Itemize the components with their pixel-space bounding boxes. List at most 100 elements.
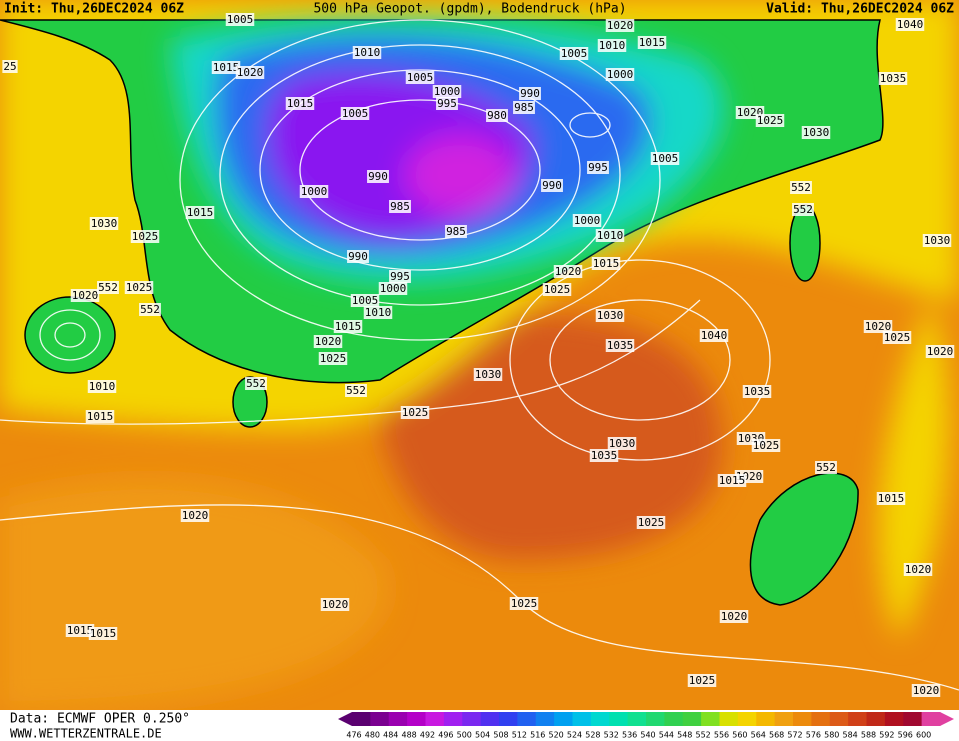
isobar-label: 1020 bbox=[865, 320, 892, 333]
scale-cell bbox=[701, 712, 720, 726]
isobar-label: 985 bbox=[390, 200, 410, 213]
label-background bbox=[350, 294, 380, 307]
isobar-label: 1010 bbox=[89, 380, 116, 393]
scale-cell bbox=[407, 712, 426, 726]
label-background bbox=[699, 329, 729, 342]
scale-cell bbox=[388, 712, 408, 726]
isobar-label: 1015 bbox=[87, 410, 114, 423]
isobar-label: 1015 bbox=[90, 627, 117, 640]
isobar-label: 552 bbox=[246, 377, 266, 390]
label-background bbox=[922, 234, 952, 247]
color-scale: 476 480 484 488 492 496 500 504 508 512 516 520 524 5… bbox=[338, 712, 954, 740]
scale-label: 596 bbox=[898, 731, 913, 740]
label-background bbox=[445, 225, 467, 238]
label-background bbox=[863, 320, 893, 333]
label-background bbox=[139, 303, 161, 316]
isobar-label: 1025 bbox=[402, 406, 429, 419]
scale-cell bbox=[572, 712, 592, 726]
label-background bbox=[903, 563, 933, 576]
isobar-label: 1040 bbox=[897, 18, 924, 31]
scale-cell bbox=[737, 712, 757, 726]
label-background bbox=[636, 516, 666, 529]
scale-label: 484 bbox=[383, 731, 398, 740]
isobar-label: 1025 bbox=[689, 674, 716, 687]
isobar-label: 1025 bbox=[132, 230, 159, 243]
isobar-label: 1020 bbox=[322, 598, 349, 611]
scale-cell bbox=[352, 712, 371, 726]
scale-cell bbox=[480, 712, 500, 726]
isobar-label: 1035 bbox=[744, 385, 771, 398]
label-background bbox=[389, 270, 411, 283]
label-background bbox=[589, 449, 619, 462]
isobar-label: 552 bbox=[816, 461, 836, 474]
label-background bbox=[285, 97, 315, 110]
isobar-label: 1025 bbox=[126, 281, 153, 294]
scale-label: 492 bbox=[420, 731, 435, 740]
scale-cell bbox=[719, 712, 739, 726]
label-background bbox=[878, 72, 908, 85]
label-background bbox=[792, 203, 814, 216]
isobar-label: 1005 bbox=[352, 294, 379, 307]
scale-cell bbox=[848, 712, 867, 726]
isobar-label: 995 bbox=[437, 97, 457, 110]
isobar-label: 1035 bbox=[591, 449, 618, 462]
label-background bbox=[742, 385, 772, 398]
isobar-label: 1000 bbox=[301, 185, 328, 198]
label-background bbox=[595, 229, 625, 242]
scale-cell bbox=[903, 712, 923, 726]
label-background bbox=[363, 306, 393, 319]
scale-cell bbox=[554, 712, 573, 726]
scale-cell bbox=[499, 712, 518, 726]
label-background bbox=[572, 214, 602, 227]
scale-cell bbox=[609, 712, 629, 726]
label-background bbox=[591, 257, 621, 270]
label-background bbox=[882, 331, 912, 344]
label-background bbox=[876, 492, 906, 505]
scale-arrow-right bbox=[940, 712, 954, 726]
isobar-label: 1025 bbox=[638, 516, 665, 529]
scale-cell bbox=[774, 712, 794, 726]
isobar-label: 985 bbox=[514, 101, 534, 114]
label-background bbox=[345, 384, 367, 397]
label-background bbox=[895, 18, 925, 31]
label-background bbox=[542, 283, 572, 296]
scale-label: 500 bbox=[457, 731, 472, 740]
label-background bbox=[320, 598, 350, 611]
scale-label: 568 bbox=[769, 731, 784, 740]
label-background bbox=[509, 597, 539, 610]
isobar-label: 1030 bbox=[597, 309, 624, 322]
isobar-label: 1025 bbox=[884, 331, 911, 344]
isobar-label: 1015 bbox=[67, 624, 94, 637]
isobar-label: 1035 bbox=[880, 72, 907, 85]
scale-label: 544 bbox=[659, 731, 674, 740]
isobar-label: 1015 bbox=[719, 474, 746, 487]
scale-label: 504 bbox=[475, 731, 490, 740]
map-field bbox=[0, 0, 959, 710]
label-background bbox=[755, 114, 785, 127]
isobar-label: 1035 bbox=[607, 339, 634, 352]
scale-label: 556 bbox=[714, 731, 729, 740]
label-background bbox=[124, 281, 154, 294]
label-background bbox=[88, 627, 118, 640]
isobar-label: 1020 bbox=[72, 289, 99, 302]
scale-label: 516 bbox=[530, 731, 545, 740]
isobar-label: 1025 bbox=[320, 352, 347, 365]
init-time: Init: Thu,26DEC2024 06Z bbox=[4, 2, 184, 17]
label-background bbox=[389, 200, 411, 213]
scale-cell bbox=[664, 712, 684, 726]
label-background bbox=[225, 13, 255, 26]
label-background bbox=[97, 281, 119, 294]
isobar-label: 1000 bbox=[574, 214, 601, 227]
scale-cell bbox=[921, 712, 941, 726]
scale-label: 508 bbox=[493, 731, 508, 740]
label-background bbox=[245, 377, 267, 390]
scale-label: 584 bbox=[842, 731, 857, 740]
isobar-label: 552 bbox=[98, 281, 118, 294]
label-background bbox=[717, 474, 747, 487]
scale-label: 536 bbox=[622, 731, 637, 740]
label-background bbox=[925, 345, 955, 358]
label-background bbox=[473, 368, 503, 381]
isobar-label: 1020 bbox=[315, 335, 342, 348]
isobar-label: 25 bbox=[3, 60, 16, 73]
isobar-label: 1020 bbox=[927, 345, 954, 358]
